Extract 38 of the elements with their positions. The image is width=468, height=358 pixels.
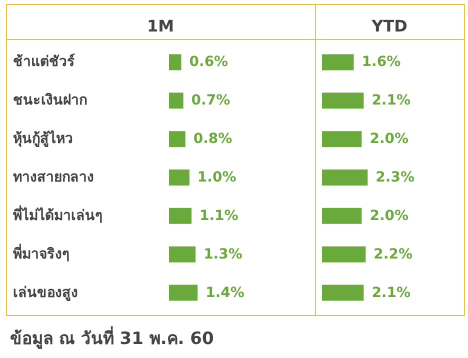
- data-label: 2.0%: [369, 131, 408, 148]
- bar: [322, 246, 366, 262]
- y-tick-label: พี่ไม่ได้มาเล่นๆ: [13, 204, 103, 224]
- data-label: 2.1%: [371, 284, 410, 301]
- y-tick-label: หุ้นกู้สู้ไหว: [13, 129, 73, 148]
- data-label: 1.6%: [361, 54, 400, 70]
- bar: [322, 284, 364, 301]
- data-label: 1.0%: [197, 170, 236, 186]
- data-label: 2.1%: [371, 92, 410, 109]
- y-tick-label: พี่มาจริงๆ: [13, 243, 70, 262]
- text: ข้อมูล ณ วันที่ 31 พ.ค. 60: [10, 325, 214, 351]
- y-tick-label: เล่นของสูง: [13, 284, 78, 301]
- y-tick-label: ชนะเงินฝาก: [13, 92, 87, 109]
- chart-title: 1M: [146, 16, 174, 36]
- bar: [169, 208, 192, 224]
- bar: [169, 170, 190, 186]
- bar: [322, 54, 354, 70]
- data-label: 2.2%: [373, 246, 412, 262]
- bar: [322, 208, 362, 224]
- chart-title: YTD: [370, 16, 407, 36]
- data-label: 1.1%: [199, 208, 238, 224]
- bar: [169, 131, 186, 148]
- bar: [322, 92, 364, 109]
- y-tick-label: ช้าแต่ชัวร์: [13, 53, 75, 70]
- data-label: 0.7%: [191, 92, 230, 109]
- bar: [169, 92, 184, 109]
- bar: [169, 54, 182, 70]
- bar: [322, 131, 362, 148]
- bar: [169, 246, 196, 262]
- data-label: 0.6%: [189, 54, 228, 70]
- data-label: 1.4%: [206, 284, 244, 301]
- data-label: 2.0%: [369, 208, 408, 224]
- y-tick-label: ทางสายกลาง: [13, 170, 94, 186]
- bar: [169, 284, 198, 301]
- data-label: 0.8%: [193, 131, 232, 148]
- data-label: 2.3%: [375, 170, 414, 186]
- bar: [322, 170, 368, 186]
- data-label: 1.3%: [204, 246, 242, 262]
